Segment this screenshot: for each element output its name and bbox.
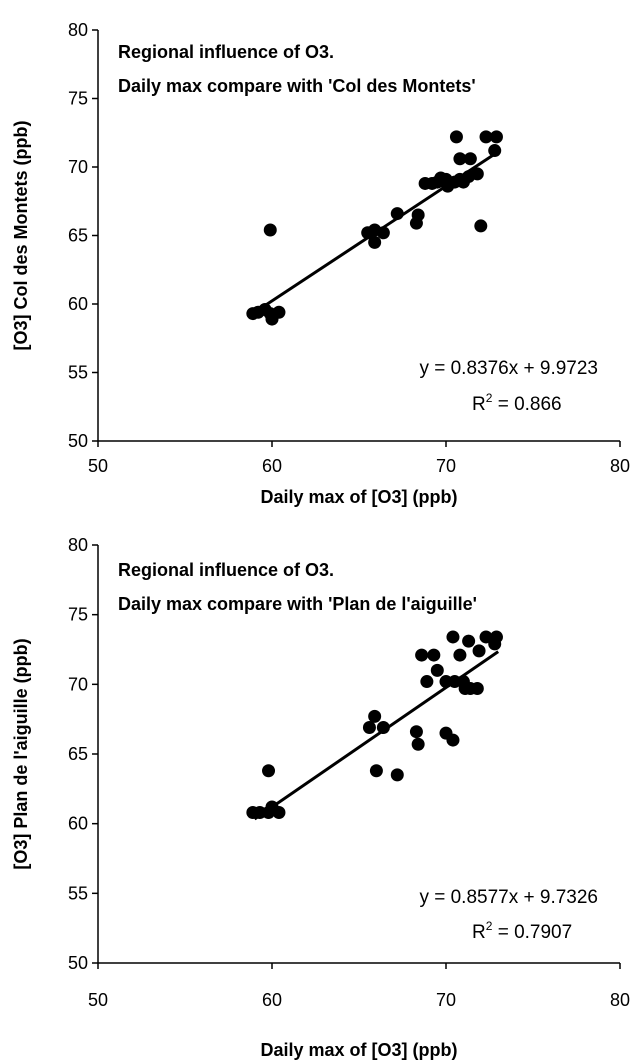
chart-panel-col-des-montets: 50 55 60 65 70 75 80 50 60 70 80 Daily max of [O3] … <box>0 0 638 520</box>
data-point <box>272 305 286 319</box>
data-point <box>415 648 429 662</box>
data-point <box>420 675 434 689</box>
y-tick-label: 60 <box>68 294 88 314</box>
data-point <box>446 733 460 747</box>
chart-panel-plan-de-laiguille: 50 55 60 65 70 75 80 50 60 70 80 Daily max of [O3] … <box>0 520 638 1063</box>
annotation-line: Daily max compare with 'Plan de l'aiguil… <box>118 594 477 614</box>
x-tick-label: 80 <box>610 990 630 1010</box>
x-tick-label: 70 <box>436 990 456 1010</box>
r-squared-value: = 0.7907 <box>492 922 572 943</box>
data-point <box>462 634 476 648</box>
y-tick-label: 80 <box>68 20 88 40</box>
trendline-equation: y = 0.8577x + 9.7326 <box>419 887 598 908</box>
r-squared-symbol: R <box>472 922 486 943</box>
r-squared-value: = 0.866 <box>492 394 561 415</box>
data-point <box>474 219 488 233</box>
annotation-line: Regional influence of O3. <box>118 42 334 62</box>
y-axis-title: [O3] Col des Montets (ppb) <box>11 121 31 351</box>
y-tick-label: 55 <box>68 883 88 903</box>
r-squared-label: R2 = 0.866 <box>472 391 562 415</box>
data-point <box>472 644 486 658</box>
data-point <box>488 637 502 651</box>
x-tick-label: 60 <box>262 456 282 476</box>
data-point <box>446 630 460 644</box>
data-point <box>430 663 444 677</box>
x-axis-title: Daily max of [O3] (ppb) <box>260 1040 457 1060</box>
y-tick-label: 80 <box>68 535 88 555</box>
data-point <box>453 152 467 166</box>
x-tick-label: 60 <box>262 990 282 1010</box>
data-point <box>453 648 467 662</box>
y-tick-label: 55 <box>68 363 88 383</box>
y-tick-label: 50 <box>68 431 88 451</box>
y-tick-label: 60 <box>68 814 88 834</box>
data-point <box>390 768 404 782</box>
data-point <box>470 167 484 181</box>
data-point <box>449 130 463 144</box>
data-point <box>376 721 390 735</box>
x-axis-title: Daily max of [O3] (ppb) <box>260 487 457 507</box>
scatter-chart-col-des-montets: 50 55 60 65 70 75 80 50 60 70 80 Daily max of [O3] … <box>11 20 630 507</box>
y-tick-label: 50 <box>68 953 88 973</box>
data-point <box>369 764 383 778</box>
y-tick-label: 70 <box>68 157 88 177</box>
data-point <box>463 152 477 166</box>
trendline-equation: y = 0.8376x + 9.9723 <box>419 358 598 379</box>
r-squared-superscript: 2 <box>486 391 493 405</box>
y-axis-title: [O3] Plan de l'aiguille (ppb) <box>11 638 31 869</box>
data-point <box>262 764 276 778</box>
y-tick-label: 75 <box>68 89 88 109</box>
data-point <box>488 144 502 158</box>
y-tick-label: 65 <box>68 226 88 246</box>
r-squared-superscript: 2 <box>486 919 493 933</box>
scatter-chart-plan-de-laiguille: 50 55 60 65 70 75 80 50 60 70 80 Daily max of [O3] … <box>11 535 630 1060</box>
data-point <box>368 709 382 723</box>
x-tick-label: 70 <box>436 456 456 476</box>
annotation-line: Regional influence of O3. <box>118 560 334 580</box>
data-point <box>411 208 425 222</box>
data-point <box>470 682 484 696</box>
data-point <box>479 130 493 144</box>
data-point <box>272 806 286 820</box>
data-point <box>390 207 404 221</box>
x-tick-label: 50 <box>88 990 108 1010</box>
r-squared-label: R2 = 0.7907 <box>472 919 572 943</box>
r-squared-symbol: R <box>472 394 486 415</box>
data-point <box>362 721 376 735</box>
annotation-line: Daily max compare with 'Col des Montets' <box>118 76 476 96</box>
y-tick-label: 65 <box>68 744 88 764</box>
data-point <box>409 725 423 739</box>
data-point <box>427 648 441 662</box>
y-tick-label: 75 <box>68 605 88 625</box>
x-tick-label: 50 <box>88 456 108 476</box>
data-point <box>263 223 277 237</box>
data-point <box>479 630 493 644</box>
data-point <box>368 235 382 249</box>
data-point <box>489 130 503 144</box>
y-tick-label: 70 <box>68 674 88 694</box>
data-point <box>411 737 425 751</box>
x-tick-label: 80 <box>610 456 630 476</box>
data-point <box>376 226 390 240</box>
